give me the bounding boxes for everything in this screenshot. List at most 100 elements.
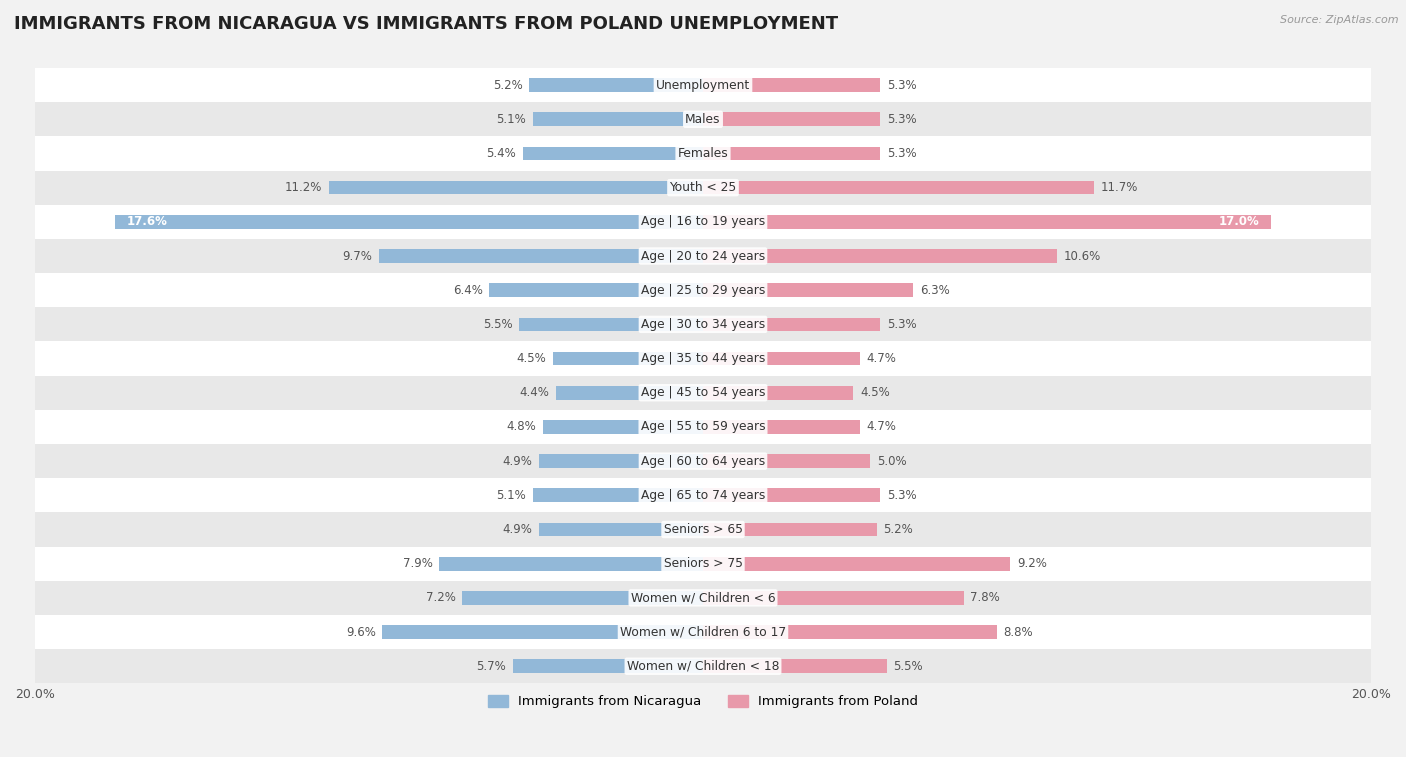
- Text: 17.6%: 17.6%: [127, 215, 167, 229]
- Text: Age | 16 to 19 years: Age | 16 to 19 years: [641, 215, 765, 229]
- Bar: [543, 420, 703, 434]
- Bar: [380, 249, 703, 263]
- Text: Age | 35 to 44 years: Age | 35 to 44 years: [641, 352, 765, 365]
- Text: Seniors > 65: Seniors > 65: [664, 523, 742, 536]
- Legend: Immigrants from Nicaragua, Immigrants from Poland: Immigrants from Nicaragua, Immigrants fr…: [482, 690, 924, 714]
- Bar: [35, 410, 1371, 444]
- Bar: [703, 352, 860, 366]
- Bar: [489, 283, 703, 297]
- Text: 5.2%: 5.2%: [883, 523, 912, 536]
- Text: Women w/ Children < 18: Women w/ Children < 18: [627, 660, 779, 673]
- Text: 5.4%: 5.4%: [486, 147, 516, 160]
- Text: IMMIGRANTS FROM NICARAGUA VS IMMIGRANTS FROM POLAND UNEMPLOYMENT: IMMIGRANTS FROM NICARAGUA VS IMMIGRANTS …: [14, 15, 838, 33]
- Text: 4.7%: 4.7%: [866, 352, 897, 365]
- Text: 11.2%: 11.2%: [285, 181, 322, 194]
- Bar: [703, 659, 887, 673]
- Bar: [35, 68, 1371, 102]
- Text: 5.7%: 5.7%: [477, 660, 506, 673]
- Text: 5.5%: 5.5%: [484, 318, 513, 331]
- Text: 5.3%: 5.3%: [887, 113, 917, 126]
- Text: 4.9%: 4.9%: [503, 523, 533, 536]
- Bar: [35, 102, 1371, 136]
- Bar: [533, 488, 703, 502]
- Bar: [703, 488, 880, 502]
- Bar: [703, 557, 1011, 571]
- Text: Seniors > 75: Seniors > 75: [664, 557, 742, 570]
- Bar: [703, 625, 997, 639]
- Text: 4.5%: 4.5%: [860, 386, 890, 399]
- Bar: [35, 444, 1371, 478]
- Bar: [519, 317, 703, 332]
- Text: Age | 25 to 29 years: Age | 25 to 29 years: [641, 284, 765, 297]
- Text: 10.6%: 10.6%: [1064, 250, 1101, 263]
- Text: Unemployment: Unemployment: [655, 79, 751, 92]
- Text: 5.1%: 5.1%: [496, 113, 526, 126]
- Bar: [529, 78, 703, 92]
- Bar: [703, 215, 1271, 229]
- Bar: [703, 113, 880, 126]
- Bar: [540, 522, 703, 537]
- Text: 4.9%: 4.9%: [503, 455, 533, 468]
- Text: 5.0%: 5.0%: [877, 455, 907, 468]
- Text: 9.7%: 9.7%: [343, 250, 373, 263]
- Text: Women w/ Children 6 to 17: Women w/ Children 6 to 17: [620, 625, 786, 639]
- Text: 5.3%: 5.3%: [887, 318, 917, 331]
- Bar: [35, 650, 1371, 684]
- Bar: [35, 204, 1371, 239]
- Bar: [35, 512, 1371, 547]
- Text: 7.8%: 7.8%: [970, 591, 1000, 604]
- Text: 4.8%: 4.8%: [506, 420, 536, 434]
- Text: 6.3%: 6.3%: [920, 284, 950, 297]
- Bar: [513, 659, 703, 673]
- Text: 4.7%: 4.7%: [866, 420, 897, 434]
- Text: 5.1%: 5.1%: [496, 489, 526, 502]
- Bar: [703, 591, 963, 605]
- Bar: [555, 386, 703, 400]
- Text: 6.4%: 6.4%: [453, 284, 482, 297]
- Bar: [35, 239, 1371, 273]
- Text: 5.3%: 5.3%: [887, 79, 917, 92]
- Text: Age | 45 to 54 years: Age | 45 to 54 years: [641, 386, 765, 399]
- Bar: [35, 273, 1371, 307]
- Text: 17.0%: 17.0%: [1219, 215, 1260, 229]
- Bar: [703, 283, 914, 297]
- Text: 11.7%: 11.7%: [1101, 181, 1137, 194]
- Bar: [439, 557, 703, 571]
- Bar: [703, 454, 870, 468]
- Text: Age | 20 to 24 years: Age | 20 to 24 years: [641, 250, 765, 263]
- Bar: [329, 181, 703, 195]
- Text: Females: Females: [678, 147, 728, 160]
- Bar: [35, 478, 1371, 512]
- Text: 4.5%: 4.5%: [516, 352, 546, 365]
- Text: 5.5%: 5.5%: [893, 660, 922, 673]
- Text: 9.2%: 9.2%: [1017, 557, 1047, 570]
- Bar: [540, 454, 703, 468]
- Bar: [115, 215, 703, 229]
- Bar: [35, 170, 1371, 204]
- Text: Women w/ Children < 6: Women w/ Children < 6: [631, 591, 775, 604]
- Bar: [553, 352, 703, 366]
- Bar: [533, 113, 703, 126]
- Text: 7.2%: 7.2%: [426, 591, 456, 604]
- Bar: [35, 375, 1371, 410]
- Bar: [382, 625, 703, 639]
- Bar: [463, 591, 703, 605]
- Bar: [35, 547, 1371, 581]
- Bar: [703, 147, 880, 160]
- Text: Age | 65 to 74 years: Age | 65 to 74 years: [641, 489, 765, 502]
- Bar: [35, 341, 1371, 375]
- Text: Age | 30 to 34 years: Age | 30 to 34 years: [641, 318, 765, 331]
- Text: Source: ZipAtlas.com: Source: ZipAtlas.com: [1281, 15, 1399, 25]
- Bar: [35, 581, 1371, 615]
- Bar: [703, 522, 877, 537]
- Text: 8.8%: 8.8%: [1004, 625, 1033, 639]
- Bar: [703, 386, 853, 400]
- Bar: [703, 181, 1094, 195]
- Bar: [703, 420, 860, 434]
- Text: Age | 55 to 59 years: Age | 55 to 59 years: [641, 420, 765, 434]
- Bar: [703, 249, 1057, 263]
- Text: 4.4%: 4.4%: [519, 386, 550, 399]
- Bar: [35, 307, 1371, 341]
- Bar: [703, 78, 880, 92]
- Text: 9.6%: 9.6%: [346, 625, 375, 639]
